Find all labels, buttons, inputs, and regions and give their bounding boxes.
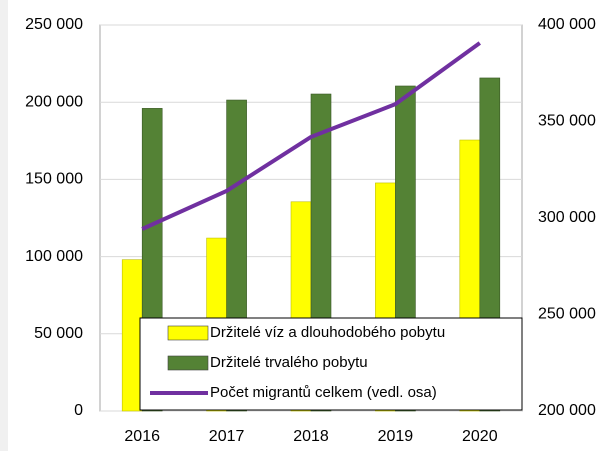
- legend-swatch: [167, 325, 209, 341]
- legend-swatch: [167, 355, 209, 371]
- y2-tick-label: 200 000: [538, 402, 596, 419]
- x-tick-label: 2018: [293, 428, 329, 445]
- y-tick-label: 200 000: [25, 93, 83, 110]
- x-tick-label: 2016: [124, 428, 160, 445]
- y-tick-label: 100 000: [25, 248, 83, 265]
- y2-tick-label: 400 000: [538, 16, 596, 33]
- y2-tick-label: 300 000: [538, 209, 596, 226]
- y-tick-label: 150 000: [25, 171, 83, 188]
- y-tick-label: 0: [74, 402, 83, 419]
- x-tick-label: 2019: [378, 428, 414, 445]
- edge: [0, 0, 8, 451]
- legend-label: Držitelé víz a dlouhodobého pobytu: [210, 324, 445, 341]
- y2-tick-label: 250 000: [538, 306, 596, 323]
- line: [141, 41, 481, 231]
- legend-label: Držitelé trvalého pobytu: [210, 354, 368, 371]
- y-tick-label: 50 000: [34, 325, 83, 342]
- y2-tick-label: 350 000: [538, 113, 596, 130]
- y-tick-label: 250 000: [25, 16, 83, 33]
- legend-label: Počet migrantů celkem (vedl. osa): [210, 384, 437, 401]
- bar: [121, 259, 143, 412]
- x-tick-label: 2017: [209, 428, 245, 445]
- x-tick-label: 2020: [462, 428, 498, 445]
